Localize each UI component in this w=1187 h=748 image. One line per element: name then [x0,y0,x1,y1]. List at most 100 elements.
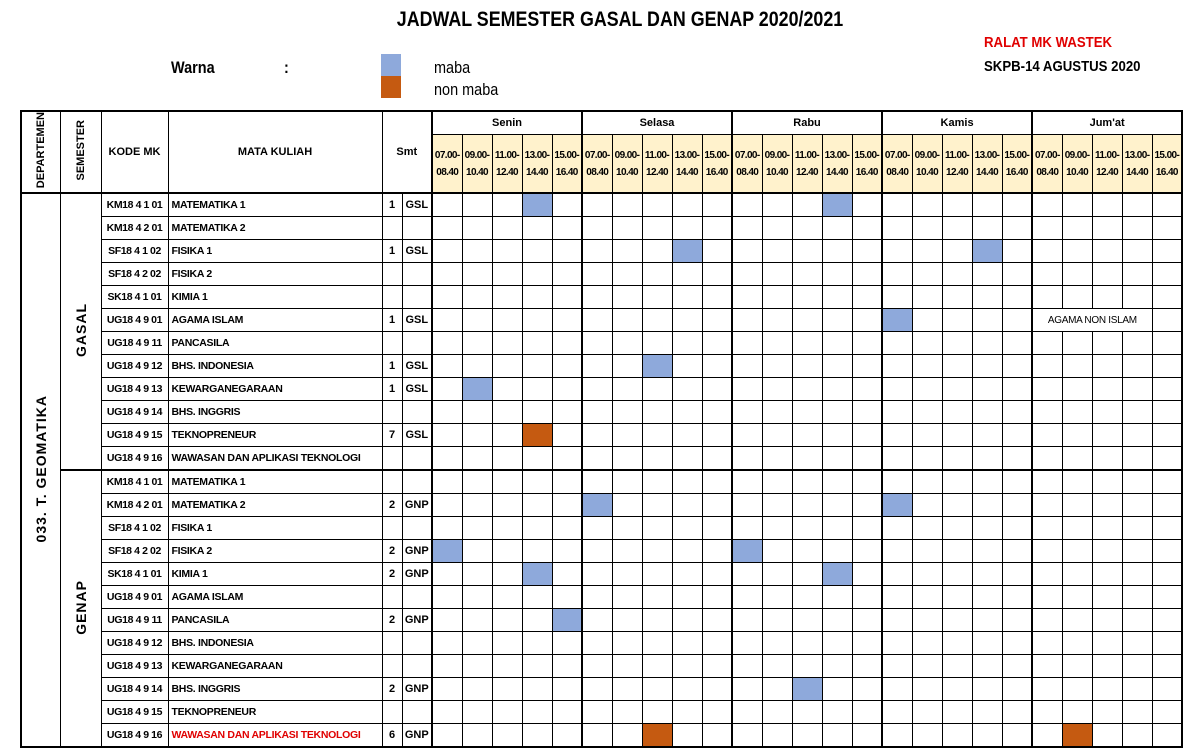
schedule-slot[interactable] [1031,400,1063,424]
schedule-slot[interactable] [971,723,1003,748]
schedule-slot[interactable] [911,308,943,332]
schedule-slot[interactable] [911,539,943,563]
schedule-slot[interactable] [821,377,853,401]
schedule-slot[interactable] [1061,400,1093,424]
schedule-slot[interactable] [581,516,613,540]
schedule-slot[interactable] [461,493,493,517]
schedule-slot[interactable] [431,631,463,655]
schedule-slot[interactable] [551,377,583,401]
schedule-slot[interactable] [731,400,763,424]
schedule-slot[interactable] [641,631,673,655]
schedule-slot[interactable] [881,262,913,286]
schedule-slot-maba[interactable] [791,677,823,701]
schedule-slot[interactable] [731,562,763,586]
schedule-slot[interactable] [1151,516,1183,540]
schedule-slot[interactable] [1091,631,1123,655]
schedule-slot[interactable] [1031,677,1063,701]
schedule-slot[interactable] [1091,192,1123,217]
schedule-slot[interactable] [731,377,763,401]
schedule-slot[interactable] [1031,354,1063,378]
schedule-slot[interactable] [821,285,853,309]
schedule-slot[interactable] [911,469,943,494]
schedule-slot[interactable] [1001,262,1033,286]
schedule-slot[interactable] [881,377,913,401]
schedule-slot[interactable] [551,585,583,609]
schedule-slot[interactable] [731,700,763,724]
schedule-slot[interactable] [1061,516,1093,540]
schedule-slot[interactable] [911,192,943,217]
schedule-slot[interactable] [881,446,913,471]
schedule-slot[interactable] [1001,562,1033,586]
schedule-slot-maba[interactable] [461,377,493,401]
schedule-slot[interactable] [431,493,463,517]
schedule-slot[interactable] [941,700,973,724]
schedule-slot-maba[interactable] [641,354,673,378]
schedule-slot[interactable] [821,446,853,471]
schedule-slot[interactable] [671,585,703,609]
schedule-slot-maba[interactable] [971,239,1003,263]
schedule-slot[interactable] [941,285,973,309]
schedule-slot[interactable] [701,654,733,678]
schedule-slot[interactable] [461,354,493,378]
schedule-slot[interactable] [521,539,553,563]
schedule-slot[interactable] [461,562,493,586]
schedule-slot[interactable] [821,677,853,701]
schedule-slot[interactable] [611,516,643,540]
schedule-slot[interactable] [1091,539,1123,563]
schedule-slot[interactable] [551,631,583,655]
schedule-slot[interactable] [1061,631,1093,655]
schedule-slot[interactable] [671,216,703,240]
schedule-slot[interactable] [611,469,643,494]
schedule-slot[interactable] [731,354,763,378]
schedule-slot[interactable] [1001,631,1033,655]
schedule-slot[interactable] [821,493,853,517]
schedule-slot[interactable] [641,677,673,701]
schedule-slot[interactable] [521,469,553,494]
schedule-slot[interactable] [581,446,613,471]
schedule-slot[interactable] [551,423,583,447]
schedule-slot[interactable] [821,354,853,378]
schedule-slot[interactable] [551,192,583,217]
schedule-slot[interactable] [1061,331,1093,355]
schedule-slot[interactable] [731,423,763,447]
schedule-slot[interactable] [1061,354,1093,378]
schedule-slot[interactable] [761,654,793,678]
schedule-slot[interactable] [941,654,973,678]
schedule-slot[interactable] [431,516,463,540]
schedule-slot[interactable] [521,585,553,609]
schedule-slot[interactable] [551,700,583,724]
schedule-slot[interactable] [731,262,763,286]
schedule-slot[interactable] [1091,400,1123,424]
schedule-slot[interactable] [731,331,763,355]
schedule-slot[interactable] [701,539,733,563]
schedule-slot[interactable] [971,400,1003,424]
schedule-slot[interactable] [491,700,523,724]
schedule-slot[interactable] [641,192,673,217]
schedule-slot[interactable] [911,654,943,678]
schedule-slot[interactable] [1001,216,1033,240]
schedule-slot[interactable] [641,493,673,517]
schedule-slot[interactable] [821,423,853,447]
schedule-slot[interactable] [911,423,943,447]
schedule-slot[interactable] [761,539,793,563]
schedule-slot[interactable] [491,539,523,563]
schedule-slot-maba[interactable] [731,539,763,563]
schedule-slot[interactable] [1001,493,1033,517]
schedule-slot[interactable] [791,654,823,678]
schedule-slot[interactable] [611,331,643,355]
schedule-slot[interactable] [461,262,493,286]
schedule-slot[interactable] [971,354,1003,378]
schedule-slot[interactable] [1031,585,1063,609]
schedule-slot[interactable] [641,216,673,240]
schedule-slot[interactable] [911,239,943,263]
schedule-slot[interactable] [611,446,643,471]
schedule-slot[interactable] [431,331,463,355]
schedule-slot[interactable] [911,354,943,378]
schedule-slot[interactable] [941,377,973,401]
schedule-slot[interactable] [971,631,1003,655]
schedule-slot[interactable] [581,631,613,655]
schedule-slot[interactable] [431,723,463,748]
schedule-slot[interactable] [971,446,1003,471]
schedule-slot[interactable] [491,446,523,471]
schedule-slot[interactable] [611,262,643,286]
